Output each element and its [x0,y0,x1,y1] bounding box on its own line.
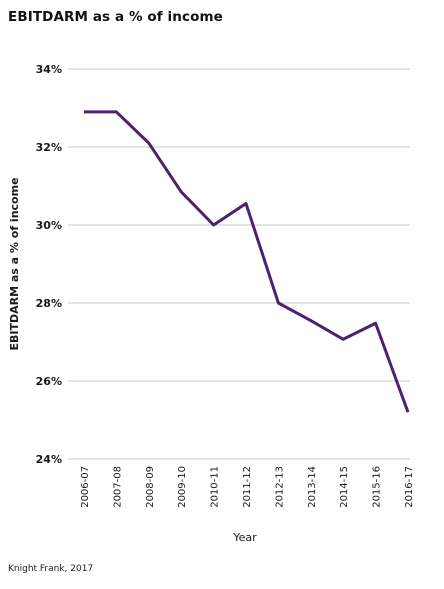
gridlines [68,68,410,460]
y-tick-label: 32% [36,141,62,154]
x-axis-label: Year [232,531,257,544]
chart-title: EBITDARM as a % of income [8,9,223,25]
x-tick-label: 2010-11 [210,466,221,508]
y-axis-ticks: 24% 26% 28% 30% 32% 34% [36,63,62,466]
series-line [84,110,410,413]
series-lines [84,110,410,413]
x-tick-label: 2014-15 [339,466,350,508]
y-tick-label: 26% [36,375,62,388]
x-tick-label: 2016-17 [404,466,415,508]
x-tick-label: 2007-08 [112,466,123,508]
source-note: Knight Frank, 2017 [8,564,94,574]
x-tick-label: 2009-10 [177,466,188,508]
y-tick-label: 24% [36,453,62,466]
x-tick-label: 2012-13 [274,466,285,508]
y-tick-label: 28% [36,297,62,310]
x-tick-label: 2015-16 [372,466,383,508]
x-axis-ticks: 2006-07 2007-08 2008-09 2009-10 2010-11 2011-… [80,466,415,508]
y-tick-label: 30% [36,219,62,232]
x-tick-label: 2013-14 [307,466,318,508]
x-tick-label: 2006-07 [80,466,91,508]
y-axis-label: EBITDARM as a % of income [8,177,21,350]
y-tick-label: 34% [36,63,62,76]
x-tick-label: 2011-12 [242,466,253,508]
x-tick-label: 2008-09 [145,466,156,508]
